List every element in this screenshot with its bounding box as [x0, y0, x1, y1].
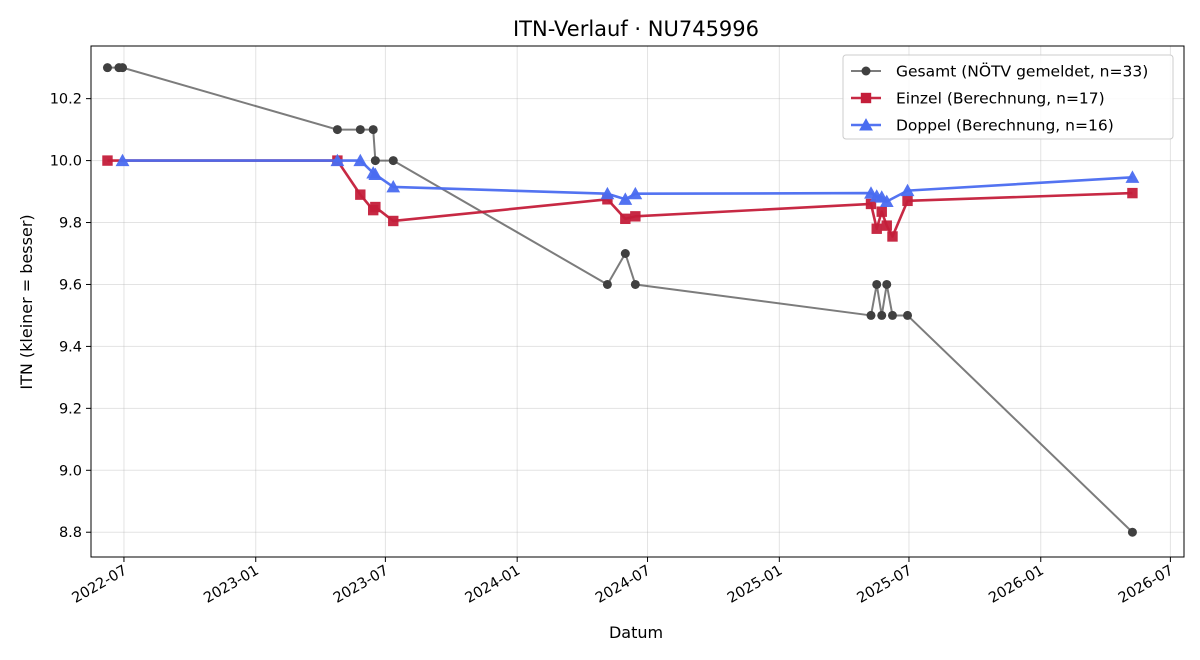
- x-tick-label: 2024-01: [463, 563, 523, 607]
- data-point: [903, 310, 913, 320]
- data-point: [882, 279, 892, 289]
- data-point: [630, 211, 641, 222]
- legend-marker: [859, 118, 873, 131]
- legend: Gesamt (NÖTV gemeldet, n=33) Einzel (Bere…: [842, 54, 1174, 140]
- y-tick-label: 9.4: [59, 339, 82, 355]
- series-line: [107, 66, 1134, 533]
- data-point: [115, 153, 130, 167]
- legend-label: Gesamt (NÖTV gemeldet, n=33): [896, 62, 1148, 81]
- data-point: [620, 248, 630, 258]
- data-point: [370, 156, 380, 166]
- data-point: [600, 186, 615, 200]
- data-point: [871, 223, 882, 234]
- x-axis-label: Datum: [609, 623, 663, 642]
- x-tick-label: 2023-07: [331, 563, 391, 607]
- legend-item: Gesamt (NÖTV gemeldet, n=33): [851, 62, 1148, 81]
- data-point: [876, 206, 887, 217]
- x-tick-label: 2026-01: [986, 563, 1046, 607]
- legend-item: Doppel (Berechnung, n=16): [851, 117, 1114, 135]
- data-point: [630, 279, 640, 289]
- data-point: [628, 186, 643, 200]
- series-triangle: [115, 153, 1140, 207]
- legend-marker: [861, 66, 871, 76]
- data-point: [355, 125, 365, 135]
- data-point: [386, 180, 401, 193]
- data-point: [118, 63, 128, 73]
- data-point: [620, 213, 631, 225]
- y-tick-label: 10.2: [50, 92, 82, 108]
- data-point: [602, 194, 613, 205]
- data-point: [900, 183, 915, 197]
- y-axis-label: ITN (kleiner = besser): [17, 214, 36, 389]
- data-point: [102, 63, 112, 73]
- x-tick-label: 2023-01: [201, 563, 261, 607]
- data-point: [872, 279, 882, 289]
- data-point: [602, 279, 612, 289]
- data-point: [330, 153, 345, 167]
- data-point: [370, 201, 381, 213]
- data-point: [866, 310, 876, 320]
- legend-item: Einzel (Berechnung, n=17): [851, 90, 1105, 108]
- x-tick-label: 2022-07: [69, 563, 129, 607]
- data-point: [388, 156, 398, 166]
- data-point: [368, 167, 383, 181]
- y-tick-label: 10.0: [50, 154, 82, 170]
- y-tick-label: 9.8: [59, 216, 82, 232]
- data-point: [887, 231, 898, 242]
- legend-label: Einzel (Berechnung, n=17): [896, 90, 1105, 108]
- y-tick-label: 9.2: [59, 401, 82, 417]
- legend-box: [842, 54, 1174, 140]
- x-tick-label: 2025-01: [725, 563, 785, 607]
- y-axis: 8.8 9.0 9.2 9.4 9.6 9.8 10.0 10.2: [50, 92, 91, 541]
- data-point: [368, 125, 378, 135]
- data-point: [865, 198, 877, 210]
- data-point: [881, 220, 892, 231]
- x-tick-label: 2025-07: [854, 563, 914, 607]
- series-layer: [102, 63, 1140, 537]
- x-axis: 2022-07 2023-01 2023-07 2024-01 2024-07 2025-…: [69, 557, 1176, 607]
- x-tick-label: 2024-07: [593, 563, 653, 607]
- data-point: [879, 194, 894, 207]
- series-circle: [102, 63, 1137, 537]
- data-point: [618, 192, 633, 205]
- data-point: [332, 125, 342, 135]
- data-point: [353, 153, 368, 167]
- series-line: [122, 159, 1133, 203]
- data-point: [887, 310, 897, 320]
- legend-label: Doppel (Berechnung, n=16): [896, 117, 1114, 135]
- y-tick-label: 9.6: [59, 277, 82, 293]
- legend-marker: [860, 92, 872, 104]
- data-point: [1125, 170, 1140, 183]
- data-point: [902, 195, 913, 207]
- data-point: [388, 215, 399, 227]
- y-tick-label: 9.0: [59, 463, 82, 479]
- chart-title: ITN-Verlauf · NU745996: [513, 17, 759, 41]
- data-point: [1127, 187, 1138, 199]
- data-point: [1127, 527, 1137, 537]
- x-tick-label: 2026-07: [1116, 563, 1176, 607]
- data-point: [355, 189, 366, 200]
- data-point: [102, 155, 113, 166]
- data-point: [877, 310, 887, 320]
- plot-frame: [90, 45, 1185, 558]
- y-tick-label: 8.8: [59, 525, 82, 541]
